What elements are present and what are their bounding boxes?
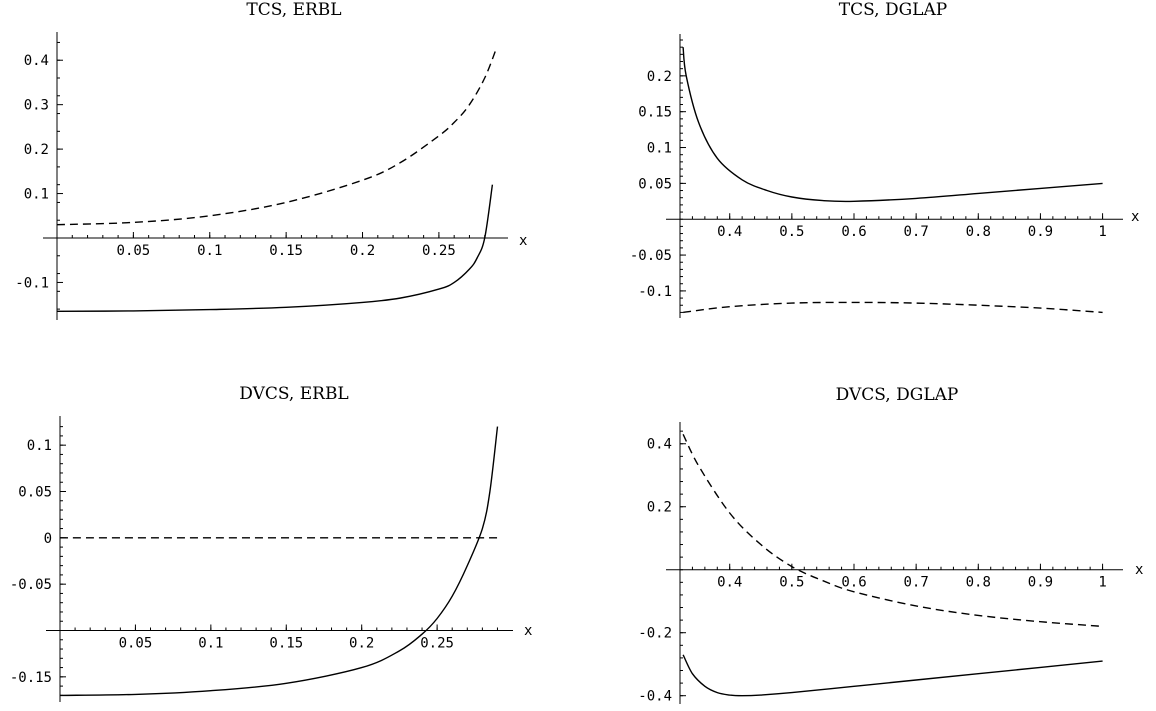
y-tick-label: -0.1 (638, 284, 672, 300)
x-tick-label: 0.25 (422, 243, 456, 259)
x-tick-label: 0.9 (1028, 224, 1053, 240)
y-tick-label: 0.2 (647, 500, 672, 516)
panel-tcs-erbl: TCS, ERBL x 0.05 0.1 0.15 0.2 0.25 -0.1 0.1 0.2… (15, 0, 527, 320)
x-axis-label: x (524, 623, 532, 639)
x-tick-label: 0.25 (420, 636, 454, 652)
y-tick-label: 0.4 (24, 53, 49, 69)
y-tick-label: 0.4 (647, 437, 672, 453)
panel-title: DVCS, ERBL (239, 384, 348, 404)
x-tick-label: 0.7 (903, 575, 928, 591)
y-tick-label: -0.05 (10, 577, 52, 593)
y-tick-label: 0.1 (27, 438, 52, 454)
x-tick-label: 0.15 (269, 243, 303, 259)
x-tick-label: 0.8 (966, 224, 991, 240)
y-tick-label: -0.05 (630, 248, 672, 264)
x-tick-label: 0.15 (269, 636, 303, 652)
y-tick-label: 0.1 (647, 141, 672, 157)
x-tick-label: 0.2 (350, 243, 375, 259)
y-tick-label: 0.2 (647, 69, 672, 85)
x-tick-label: 0.6 (841, 575, 866, 591)
x-tick-label: 0.4 (717, 224, 742, 240)
x-tick-label: 1 (1098, 224, 1106, 240)
x-tick-label: 0.05 (117, 243, 151, 259)
y-tick-label: 0.05 (638, 176, 672, 192)
x-tick-label: 0.2 (349, 636, 374, 652)
y-tick-label: 0.15 (638, 105, 672, 121)
y-tick-label: 0.3 (24, 98, 49, 114)
x-tick-label: 0.5 (779, 575, 804, 591)
series-solid-line (682, 47, 1103, 203)
panel-title: DVCS, DGLAP (836, 385, 959, 405)
x-tick-label: 0.4 (717, 575, 742, 591)
x-tick-label: 0.1 (198, 636, 223, 652)
y-tick-label: 0.1 (24, 187, 49, 203)
y-tick-label: -0.15 (10, 670, 52, 686)
x-tick-label: 0.6 (841, 224, 866, 240)
x-tick-label: 1 (1098, 575, 1106, 591)
x-tick-label: 0.5 (779, 224, 804, 240)
x-tick-label: 0.8 (966, 575, 991, 591)
x-axis-label: x (1135, 562, 1143, 578)
series-dashed-line (683, 301, 1103, 314)
series-solid-line (59, 426, 499, 697)
series-solid-line (56, 184, 494, 312)
series-dashed-line (682, 433, 1103, 628)
series-dashed-line (56, 46, 498, 226)
panel-dvcs-dglap: DVCS, DGLAP x 0.4 0.5 0.6 0.7 0.8 0.9 1 -0.4 -0.… (638, 385, 1143, 705)
panel-tcs-dglap: TCS, DGLAP x 0.4 0.5 0.6 0.7 0.8 0.9 1 -0.1 -0.0… (630, 0, 1139, 318)
x-tick-label: 0.7 (903, 224, 928, 240)
x-tick-label: 0.1 (197, 243, 222, 259)
x-tick-label: 0.9 (1028, 575, 1053, 591)
x-axis-label: x (519, 233, 527, 249)
panel-title: TCS, DGLAP (839, 0, 947, 20)
y-tick-label: 0.05 (18, 485, 52, 501)
y-tick-label: -0.4 (638, 689, 672, 705)
x-axis-label: x (1131, 209, 1139, 225)
panel-title: TCS, ERBL (246, 0, 341, 20)
y-tick-label: 0.2 (24, 142, 49, 158)
panel-dvcs-erbl: DVCS, ERBL x 0.05 0.1 0.15 0.2 0.25 -0.15 -0.0… (10, 384, 532, 702)
y-tick-label: 0 (44, 531, 52, 547)
x-tick-label: 0.05 (119, 636, 153, 652)
series-solid-line (682, 654, 1103, 697)
y-tick-label: -0.1 (15, 275, 49, 291)
y-tick-label: -0.2 (638, 626, 672, 642)
